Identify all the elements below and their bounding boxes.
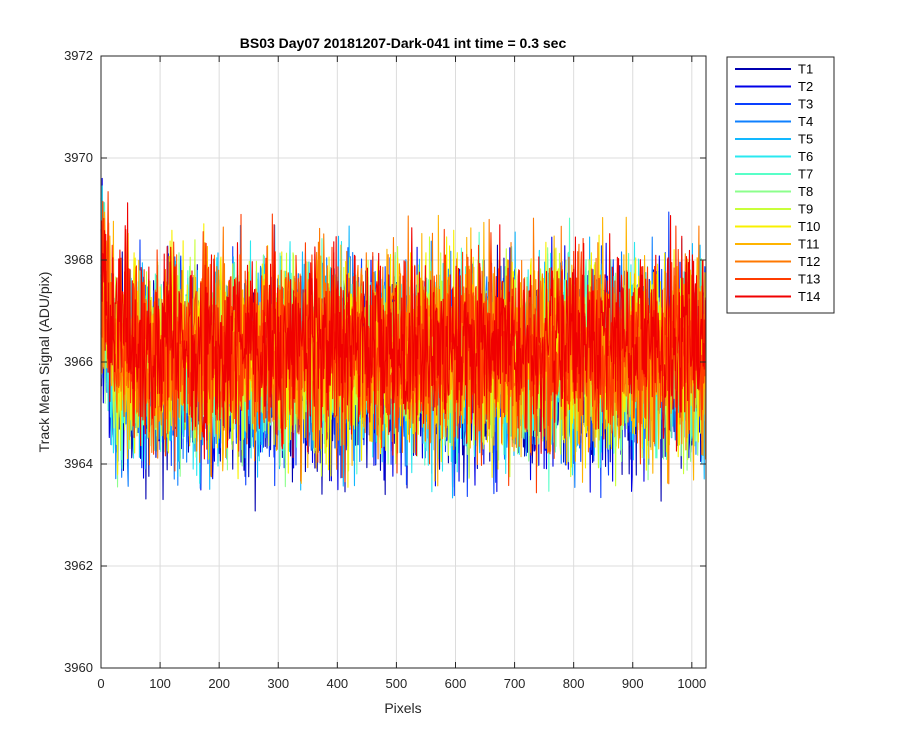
- y-tick-label: 3964: [64, 456, 93, 471]
- x-tick-label: 800: [563, 676, 585, 691]
- legend-label: T7: [798, 167, 813, 182]
- legend-label: T8: [798, 184, 813, 199]
- x-tick-label: 600: [445, 676, 467, 691]
- y-tick-label: 3962: [64, 558, 93, 573]
- y-tick-label: 3960: [64, 660, 93, 675]
- x-tick-label: 300: [267, 676, 289, 691]
- y-axis-label: Track Mean Signal (ADU/pix): [36, 272, 52, 453]
- x-tick-label: 400: [326, 676, 348, 691]
- legend-label: T13: [798, 272, 820, 287]
- y-tick-label: 3968: [64, 252, 93, 267]
- legend-label: T10: [798, 219, 820, 234]
- y-tick-label: 3972: [64, 48, 93, 63]
- legend-box: [726, 56, 835, 314]
- legend-label: T9: [798, 202, 813, 217]
- legend-label: T6: [798, 149, 813, 164]
- x-tick-label: 0: [97, 676, 104, 691]
- legend-label: T11: [798, 237, 819, 252]
- x-axis-label: Pixels: [384, 700, 421, 716]
- y-tick-label: 3970: [64, 150, 93, 165]
- chart-title: BS03 Day07 20181207-Dark-041 int time = …: [240, 35, 567, 51]
- ticks: 0 100 200 300 400 500 600 700 800 900 1000 3960 3962…: [64, 48, 706, 691]
- x-tick-label: 200: [208, 676, 230, 691]
- legend-label: T2: [798, 79, 813, 94]
- x-tick-label: 900: [622, 676, 644, 691]
- legend-label: T4: [798, 114, 813, 129]
- legend-label: T1: [798, 62, 813, 77]
- x-tick-label: 500: [386, 676, 408, 691]
- legend-label: T12: [798, 254, 820, 269]
- series-line-t14: [100, 202, 706, 460]
- legend-label: T3: [798, 97, 813, 112]
- y-tick-label: 3966: [64, 354, 93, 369]
- x-tick-label: 700: [504, 676, 526, 691]
- legend-label: T14: [798, 289, 820, 304]
- series-layer: [100, 177, 706, 512]
- legend-label: T5: [798, 132, 813, 147]
- x-tick-label: 100: [149, 676, 171, 691]
- legend: T1 T2 T3 T4 T5 T6 T7 T8 T9 T10 T11 T12 T13 T14: [726, 56, 835, 314]
- x-tick-label: 1000: [677, 676, 706, 691]
